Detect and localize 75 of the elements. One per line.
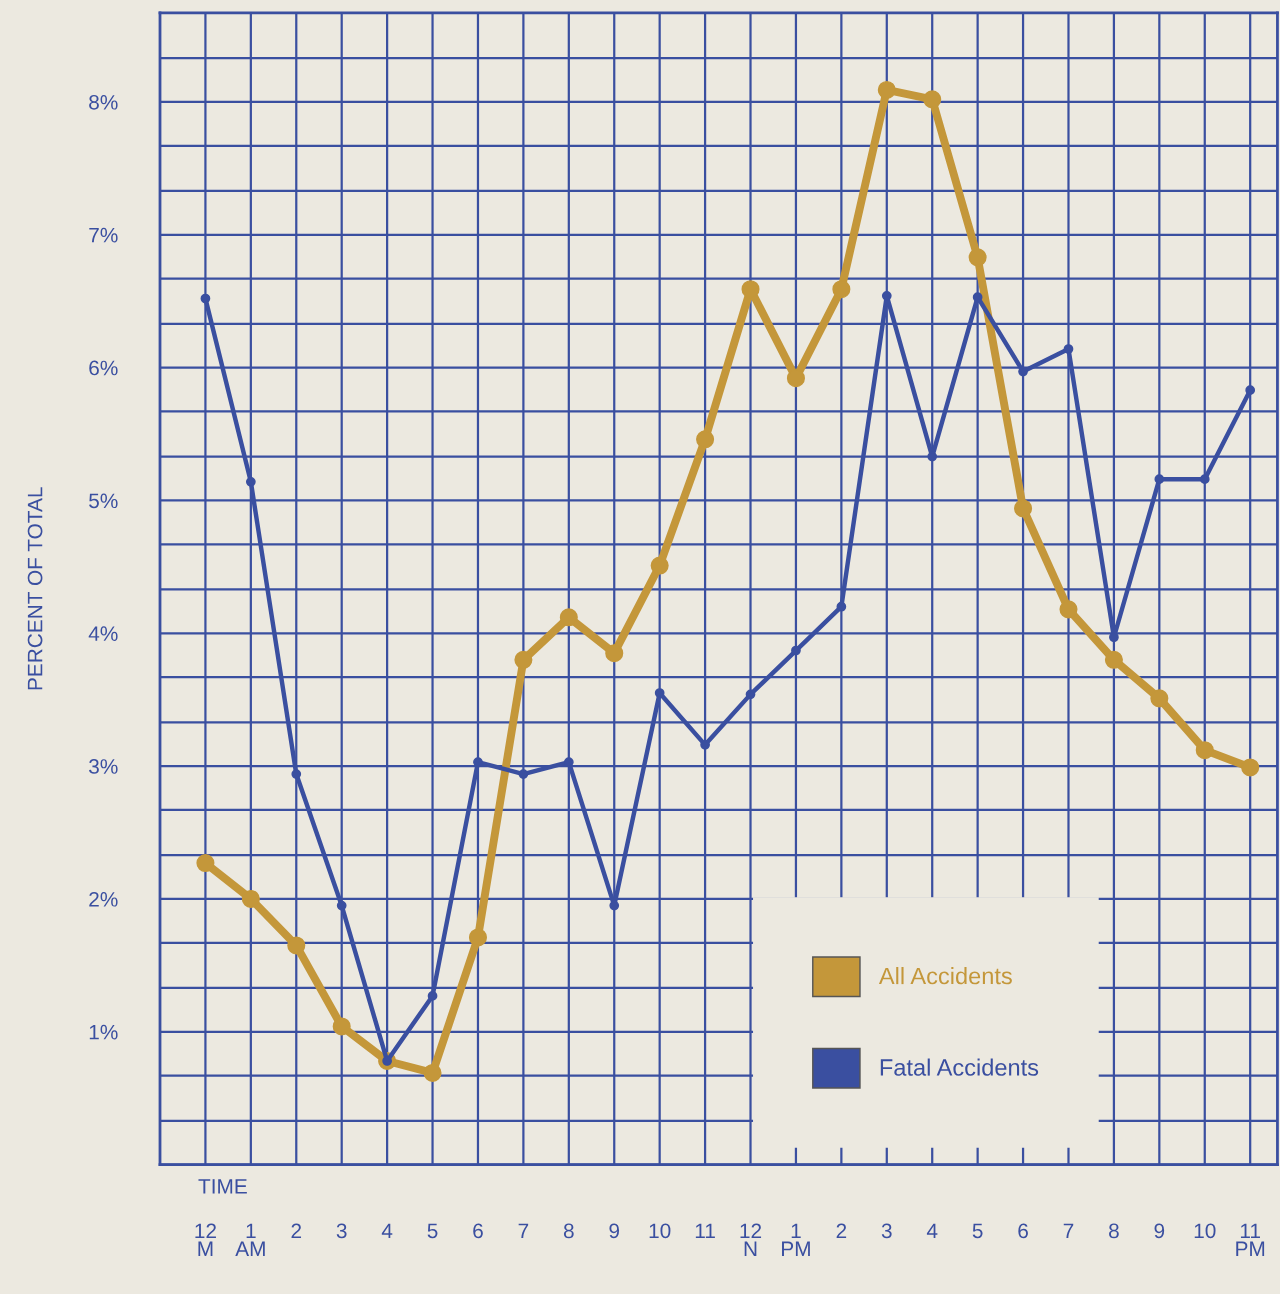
y-tick-label: 5% [89,493,118,509]
x-tick-label: 11 [695,1223,715,1239]
point [1195,741,1214,760]
x-tick-label: 10 [649,1223,671,1239]
x-tick-label: 9 [1154,1223,1165,1239]
legend-label: Fatal Accidents [880,1058,1039,1076]
y-tick-label: 8% [89,94,118,110]
x-tick-label: 10 [1194,1223,1216,1239]
point [923,90,942,109]
x-tick-label: 6 [1018,1223,1028,1239]
y-tick-label: 7% [89,227,118,243]
point [1150,689,1169,708]
y-tick-label: 3% [89,759,118,774]
point [200,293,211,304]
point [791,645,801,656]
x-tick-label: 6 [473,1223,483,1239]
point [1059,600,1078,619]
point [786,369,805,388]
y-tick-label: 6% [89,360,118,376]
x-tick-label: 11 PM [1236,1223,1265,1256]
point [877,80,896,100]
x-tick-label: 5 [427,1223,438,1239]
y-tick-label: 2% [89,891,118,907]
point [336,900,347,911]
point [518,769,529,779]
x-tick-label: 4 [381,1223,393,1239]
point [1063,344,1074,354]
point [332,1017,351,1036]
point [427,991,438,1001]
point [968,248,987,267]
x-tick-label: 7 [518,1223,529,1239]
point [559,608,578,627]
point [1104,650,1123,669]
point [1245,385,1256,396]
x-tick-label: 1 PM [782,1223,810,1256]
point [241,889,260,908]
point [291,769,302,779]
y-tick-label: 1% [89,1024,118,1040]
point [881,291,892,301]
point [605,644,624,663]
y-tick-label: 4% [88,626,118,641]
point [514,650,533,669]
point [700,739,710,750]
x-axis-title: TIME [198,1179,247,1194]
point [245,476,256,487]
x-tick-label: 3 [881,1223,892,1239]
point [609,900,620,911]
point [468,928,487,947]
legend-label: All Accidents [878,967,1012,985]
x-tick-label: 1 AM [235,1223,265,1256]
x-tick-label: 4 [926,1223,938,1239]
point [1154,474,1165,485]
x-tick-label: 2 [836,1223,847,1239]
x-tick-label: 3 [336,1223,347,1239]
point [423,1063,442,1082]
point [836,601,847,612]
x-tick-label: 8 [563,1223,574,1239]
point [654,688,665,698]
x-tick-label: 12 M [195,1223,216,1256]
point [196,854,215,873]
x-tick-label: 7 [1063,1223,1074,1239]
point [1199,474,1210,485]
x-tick-label: 8 [1109,1223,1119,1239]
x-tick-label: 2 [291,1223,302,1239]
point [1014,499,1033,518]
y-axis-title: PERCENT OF TOTAL [27,487,43,690]
x-tick-label: 9 [609,1223,620,1239]
point [287,936,306,955]
point [745,689,756,700]
x-tick-label: 12 N [740,1223,762,1256]
x-tick-label: 5 [972,1223,983,1239]
point [832,280,851,299]
point [650,556,669,575]
point [696,430,715,449]
point [1241,758,1260,777]
